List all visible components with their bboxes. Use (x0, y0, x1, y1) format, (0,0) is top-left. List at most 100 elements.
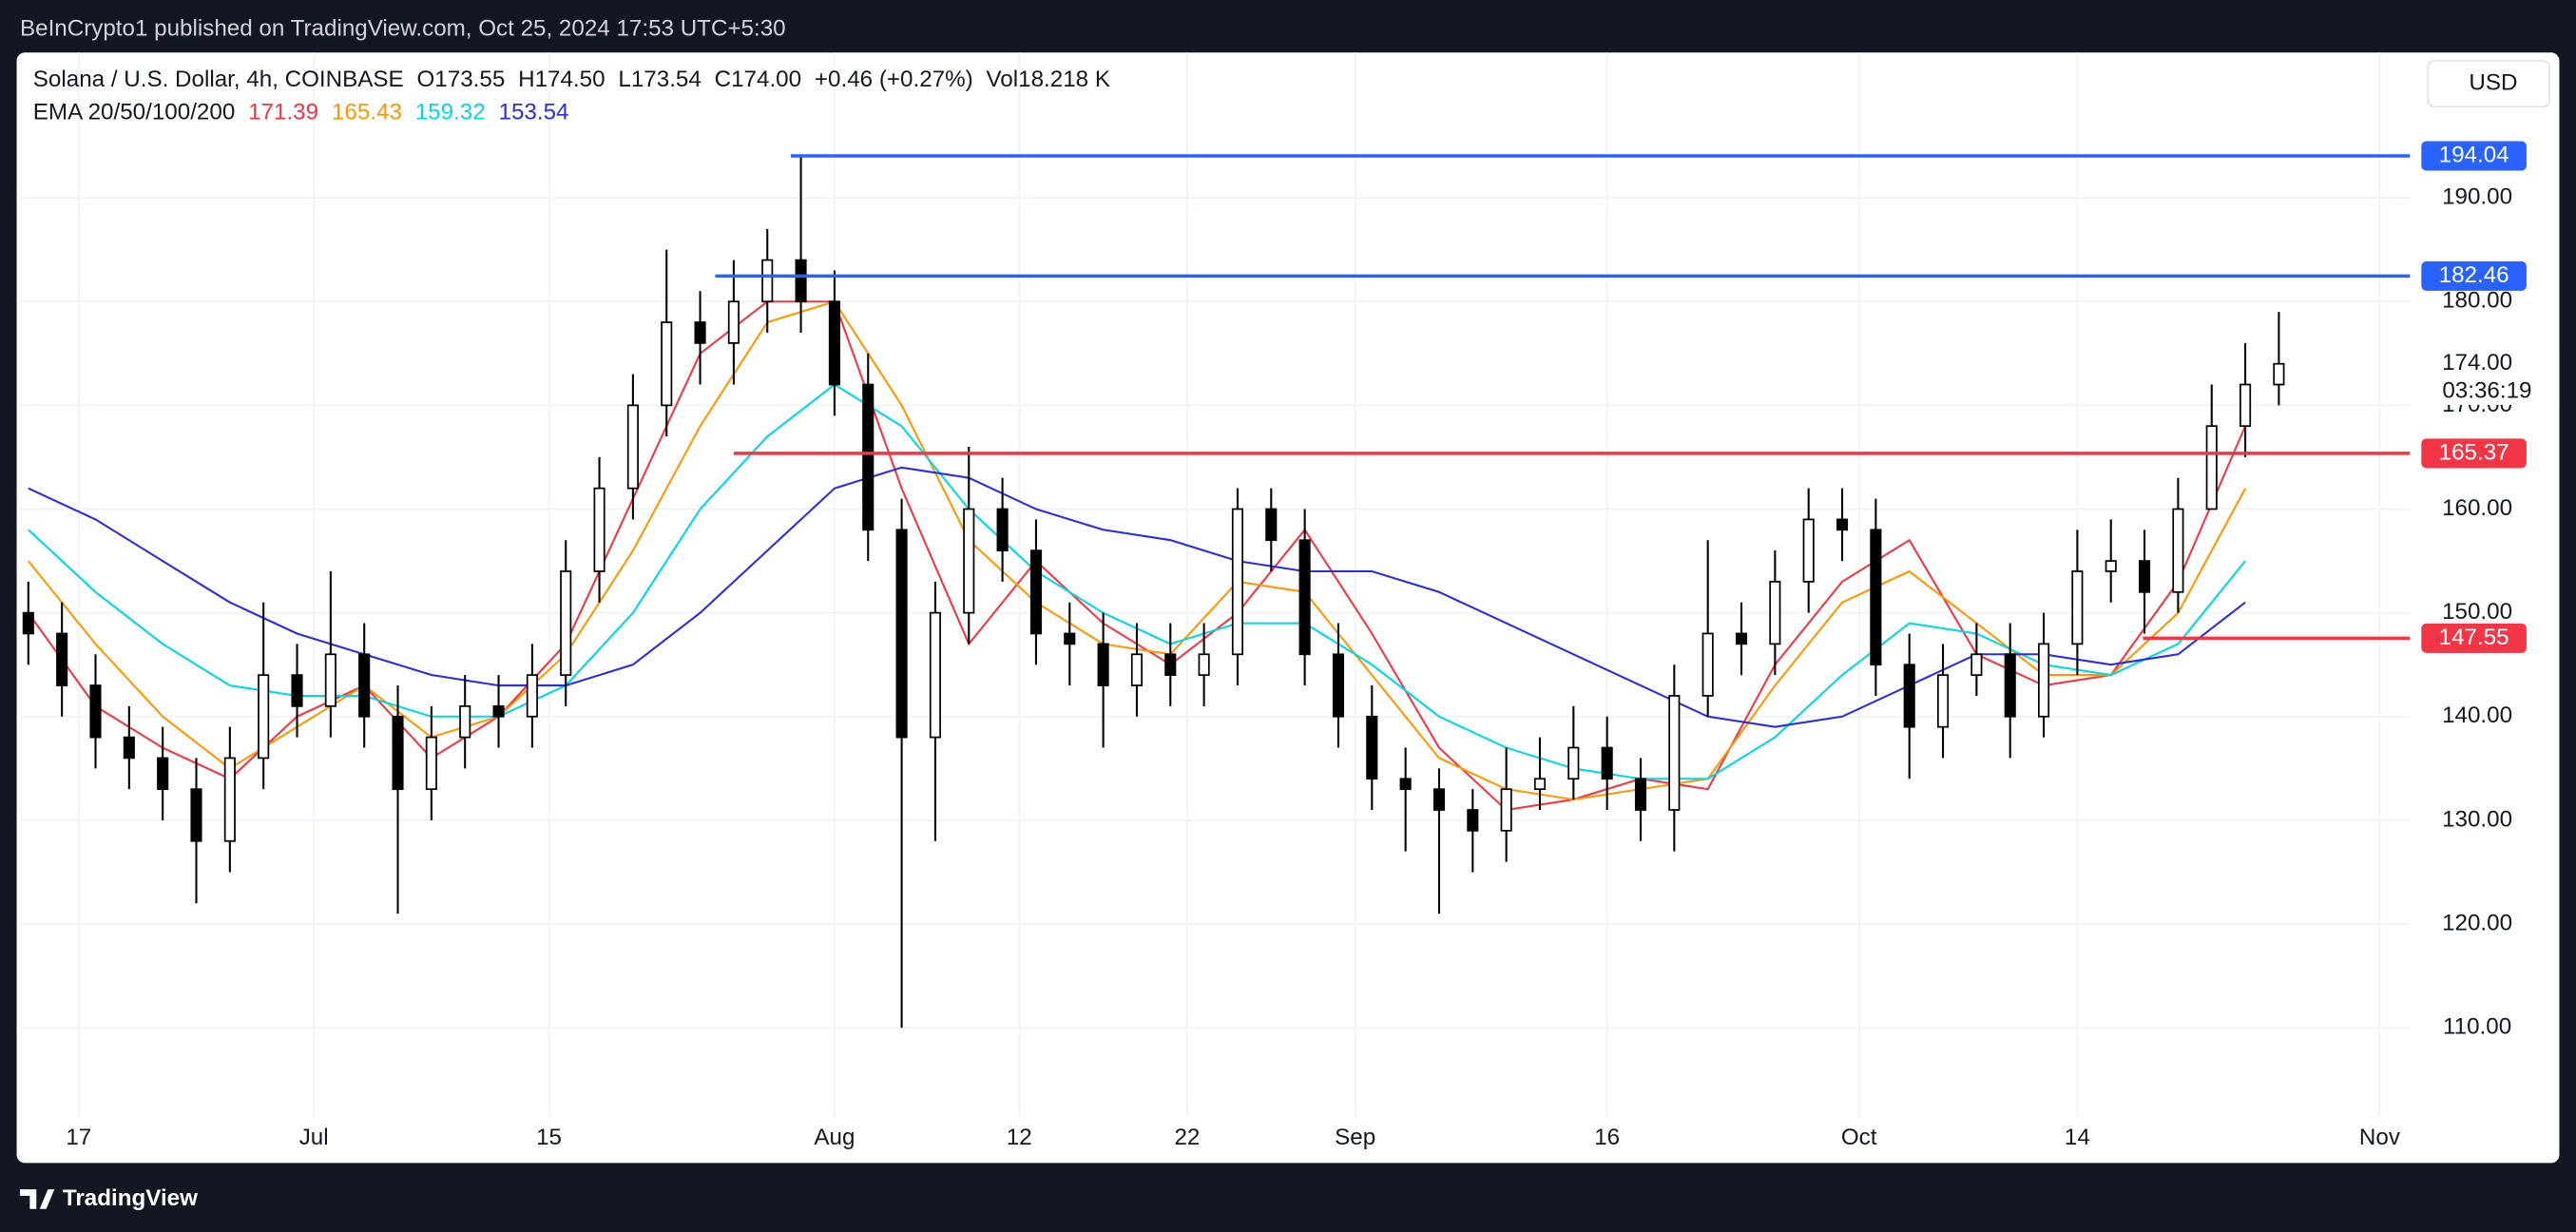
candle-body (324, 653, 336, 707)
candle-body (2172, 508, 2184, 593)
candle-body (56, 632, 68, 686)
level-price-label: 182.46 (2439, 262, 2509, 288)
countdown: 03:36:19 (2442, 377, 2531, 403)
candle-body (358, 653, 371, 718)
candle-body (1936, 674, 1950, 728)
quote-close: C174.00 (715, 67, 801, 92)
candle-body (1164, 653, 1177, 676)
indicator-value: 159.32 (415, 100, 486, 125)
candle-body (258, 674, 270, 760)
candle-body (963, 508, 975, 614)
indicator-label: EMA 20/50/100/200 (33, 100, 235, 125)
y-tick-label: 160.00 (2442, 495, 2512, 521)
candle-body (828, 300, 840, 386)
x-tick-label: 17 (66, 1125, 91, 1150)
symbol-title: Solana / U.S. Dollar, 4h, COINBASE (33, 67, 404, 92)
candle-body (1735, 632, 1748, 645)
candle-body (694, 321, 706, 344)
candle-body (1366, 715, 1378, 780)
candle-body (2205, 425, 2218, 510)
currency-button[interactable] (2427, 60, 2550, 108)
candle-body (1130, 653, 1143, 686)
quote-open: O173.55 (416, 67, 505, 92)
currency-label[interactable]: USD (2469, 70, 2517, 96)
candle-body (2273, 362, 2285, 386)
candle-body (1064, 632, 1076, 645)
candle-body (1668, 695, 1681, 811)
candle-body (862, 383, 875, 531)
candle-body (2240, 383, 2252, 428)
candle-body (1970, 653, 1983, 676)
candle-body (425, 736, 437, 791)
y-tick-label: 180.00 (2442, 288, 2512, 314)
x-tick-label: Sep (1335, 1125, 1375, 1150)
indicator-value: 153.54 (499, 100, 569, 125)
candle-body (190, 788, 202, 842)
indicator-value: 171.39 (248, 100, 318, 125)
y-tick-label: 190.00 (2442, 183, 2512, 209)
footer-logo (19, 1189, 55, 1209)
candle-body (291, 674, 303, 707)
candle-body (1870, 529, 1882, 666)
x-tick-label: Aug (814, 1125, 855, 1150)
x-tick-label: Nov (2359, 1125, 2401, 1150)
candle-body (895, 529, 908, 739)
candle-body (1432, 788, 1446, 811)
candle-body (761, 259, 774, 303)
candle-body (89, 684, 102, 739)
grid (19, 52, 2411, 1118)
candle-body (1029, 549, 1042, 635)
quote-low: L173.54 (618, 67, 701, 92)
candle-body (795, 259, 807, 303)
ema-line (28, 466, 2246, 728)
candle-body (1500, 788, 1512, 832)
candle-body (1198, 653, 1210, 676)
y-tick-label: 140.00 (2442, 703, 2512, 728)
y-tick-label: 150.00 (2442, 599, 2512, 625)
candle-body (2139, 560, 2151, 593)
candle-body (1231, 508, 1244, 656)
candle-body (626, 404, 639, 490)
chart-panel (16, 52, 2560, 1164)
level-price-label: 165.37 (2439, 439, 2509, 465)
level-price-tag (2421, 260, 2527, 291)
last-price-label: 174.00 (2442, 350, 2512, 375)
candle-body (1467, 809, 1479, 832)
candle-body (1298, 539, 1311, 656)
candle-body (2105, 560, 2117, 572)
candle-body (459, 704, 471, 739)
candle-body (157, 757, 169, 791)
footer-brand: TradingView (63, 1185, 198, 1211)
candle-body (1802, 518, 1815, 583)
price-axis: 110.00120.00130.00140.00150.00160.00170.… (66, 141, 2560, 1150)
candle-body (1601, 746, 1613, 780)
x-tick-label: 12 (1007, 1125, 1032, 1150)
x-tick-label: Jul (299, 1125, 329, 1150)
candle-body (2071, 570, 2084, 645)
level-price-tag (2421, 623, 2527, 653)
quote-high: H174.50 (518, 67, 605, 92)
candle-body (223, 757, 236, 842)
candle-body (123, 736, 135, 760)
candle-body (22, 611, 34, 635)
x-tick-label: 15 (536, 1125, 562, 1150)
y-tick-label: 110.00 (2443, 1014, 2511, 1040)
x-tick-label: 16 (1594, 1125, 1620, 1150)
candle-body (1332, 653, 1345, 718)
level-price-tag (2421, 438, 2527, 469)
quote-volume: Vol18.218 K (987, 67, 1110, 92)
publisher-note: BeInCrypto1 published on TradingView.com… (20, 15, 786, 41)
indicator-value: 165.43 (332, 100, 402, 125)
candle-body (929, 611, 941, 739)
candle-body (1701, 632, 1714, 697)
legend: Solana / U.S. Dollar, 4h, COINBASE O173.5… (33, 67, 1110, 125)
candle-body (1533, 778, 1547, 791)
level-price-label: 147.55 (2439, 625, 2509, 650)
candle-body (1903, 664, 1915, 728)
logo-mark (19, 1189, 55, 1209)
level-price-label: 194.04 (2439, 142, 2509, 167)
candle-body (1836, 518, 1849, 531)
candle-body (1634, 778, 1647, 811)
candle-body (526, 674, 538, 718)
